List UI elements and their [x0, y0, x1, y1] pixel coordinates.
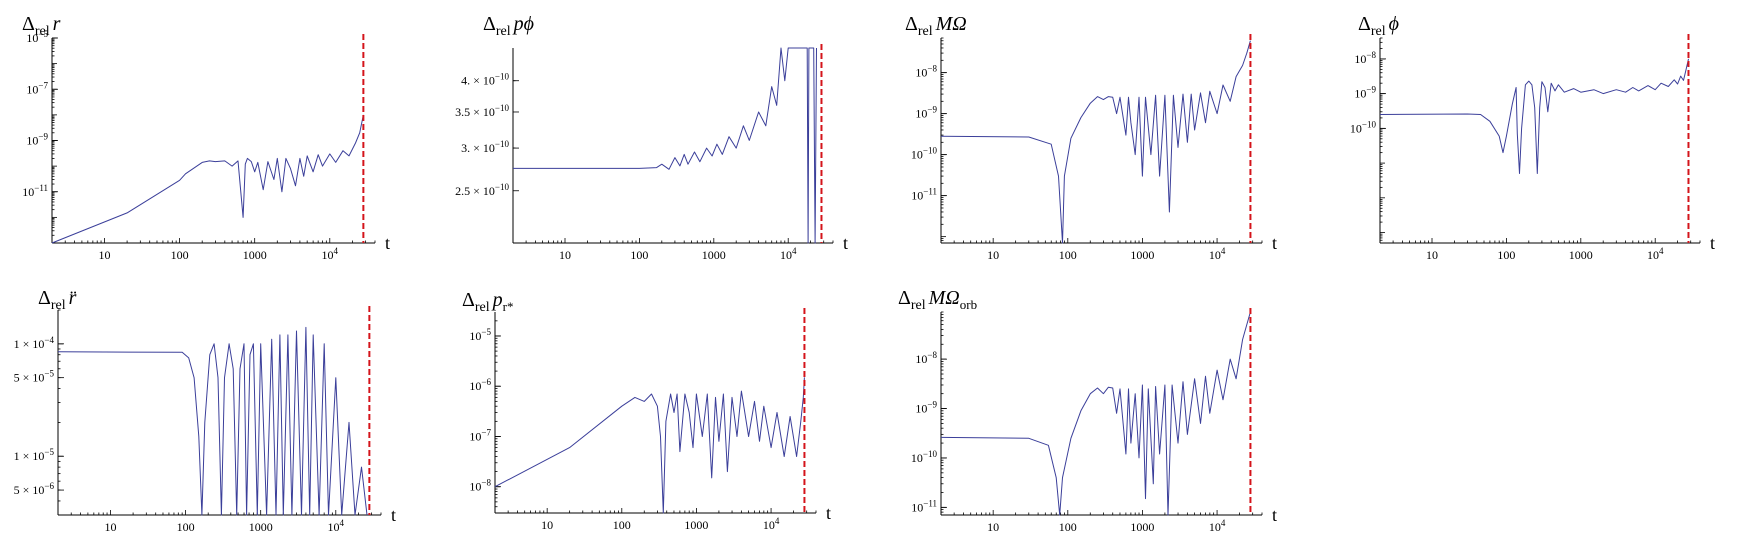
- panel-title: Δrel r̈: [38, 287, 77, 313]
- y-tick-label: 10−10: [911, 449, 938, 465]
- x-tick-label: 100: [177, 520, 195, 534]
- x-tick-label: 10: [104, 520, 116, 534]
- panel-4: 10 100 1000 104 10−8 10−9 10−10 t Δrel ϕ: [1350, 13, 1715, 262]
- x-tick-label: 100: [1497, 248, 1515, 262]
- y-tick-label: 10−8: [1354, 50, 1376, 66]
- y-tick-label: 3.5 × 10−10: [455, 103, 509, 119]
- x-tick-label: 104: [763, 516, 780, 532]
- x-tick-label: 1000: [1130, 520, 1154, 534]
- y-tick-label: 10−11: [911, 498, 937, 514]
- y-tick-label: 10−8: [469, 478, 491, 494]
- x-tick-label: 10: [1426, 248, 1438, 262]
- data-series-line: [940, 40, 1251, 244]
- x-tick-label: 1000: [1569, 248, 1593, 262]
- x-axis-label: t: [1272, 505, 1277, 525]
- x-axis-label: t: [1272, 233, 1277, 253]
- panel-1: 10 100 1000 104 10−5 10−7 10−9 10−11 t Δrel r: [22, 13, 390, 262]
- data-series-line: [513, 47, 817, 244]
- x-tick-label: 100: [1059, 248, 1077, 262]
- y-tick-label: 10−8: [915, 350, 937, 366]
- panel-title: Δrel MΩorb: [898, 287, 977, 313]
- y-tick-label: 10−7: [469, 427, 491, 443]
- y-tick-label: 10−11: [22, 183, 48, 199]
- x-tick-label: 104: [322, 246, 339, 262]
- panel-2: 10 100 1000 104 4. × 10−10 3.5 × 10−10 3. × 10…: [455, 13, 848, 262]
- x-tick-label: 1000: [243, 248, 267, 262]
- x-tick-label: 104: [780, 246, 797, 262]
- x-axis-label: t: [385, 233, 390, 253]
- y-tick-label: 10−9: [915, 105, 937, 121]
- x-tick-label: 100: [613, 518, 631, 532]
- y-tick-label: 2.5 × 10−10: [455, 182, 509, 198]
- x-tick-label: 104: [1209, 246, 1226, 262]
- data-series-line: [51, 114, 364, 244]
- y-tick-label: 10−10: [911, 146, 938, 162]
- y-tick-label: 1 × 10−4: [14, 335, 55, 351]
- data-series-line: [57, 326, 368, 516]
- y-tick-label: 10−6: [469, 377, 491, 393]
- y-tick-label: 10−9: [1354, 85, 1376, 101]
- panel-title: Δrel pϕ: [483, 13, 534, 39]
- x-tick-label: 104: [328, 518, 345, 534]
- panel-5: 10 100 1000 104 1 × 10−4 5 × 10−5 1 × 10−5 5 × …: [14, 287, 396, 534]
- x-tick-label: 10: [98, 248, 110, 262]
- panel-title: Δrel pr*: [462, 289, 513, 315]
- x-tick-label: 100: [171, 248, 189, 262]
- x-tick-label: 104: [1209, 518, 1226, 534]
- panel-title: Δrel r: [22, 13, 61, 39]
- y-tick-label: 10−5: [26, 29, 48, 45]
- data-series-line: [1379, 58, 1689, 174]
- y-tick-label: 10−8: [915, 64, 937, 80]
- y-tick-label: 10−10: [1350, 119, 1377, 135]
- x-tick-label: 104: [1647, 246, 1664, 262]
- x-tick-label: 10: [559, 248, 571, 262]
- x-tick-label: 1000: [702, 248, 726, 262]
- x-tick-label: 100: [1059, 520, 1077, 534]
- x-tick-label: 10: [541, 518, 553, 532]
- panel-6: 10 100 1000 104 10−5 10−6 10−7 10−8 t Δrel pr*: [462, 289, 831, 532]
- panel-title: Δrel MΩ: [905, 13, 967, 39]
- panel-3: 10 100 1000 104 10−8 10−9 10−10 10−11 t Δrel MΩ: [905, 13, 1277, 262]
- x-axis-label: t: [391, 505, 396, 525]
- y-tick-label: 5 × 10−6: [14, 481, 55, 497]
- data-series-line: [940, 311, 1251, 516]
- data-series-line: [494, 377, 805, 514]
- x-axis-label: t: [1710, 233, 1715, 253]
- x-tick-label: 1000: [1130, 248, 1154, 262]
- y-tick-label: 3. × 10−10: [461, 139, 509, 155]
- y-tick-label: 10−7: [26, 80, 48, 96]
- y-tick-label: 5 × 10−5: [14, 369, 55, 385]
- y-tick-label: 10−9: [26, 132, 48, 148]
- x-axis-label: t: [826, 503, 831, 523]
- y-tick-label: 4. × 10−10: [461, 72, 509, 88]
- x-axis-label: t: [843, 233, 848, 253]
- x-tick-label: 100: [630, 248, 648, 262]
- x-tick-label: 10: [987, 248, 999, 262]
- x-tick-label: 10: [987, 520, 999, 534]
- y-tick-label: 1 × 10−5: [14, 447, 55, 463]
- panel-7: 10 100 1000 104 10−8 10−9 10−10 10−11 t Δrel MΩorb: [898, 287, 1277, 534]
- panel-title: Δrel ϕ: [1358, 13, 1399, 39]
- x-tick-label: 1000: [684, 518, 708, 532]
- x-tick-label: 1000: [249, 520, 273, 534]
- y-tick-label: 10−5: [469, 327, 491, 343]
- y-tick-label: 10−9: [915, 400, 937, 416]
- y-tick-label: 10−11: [911, 187, 937, 203]
